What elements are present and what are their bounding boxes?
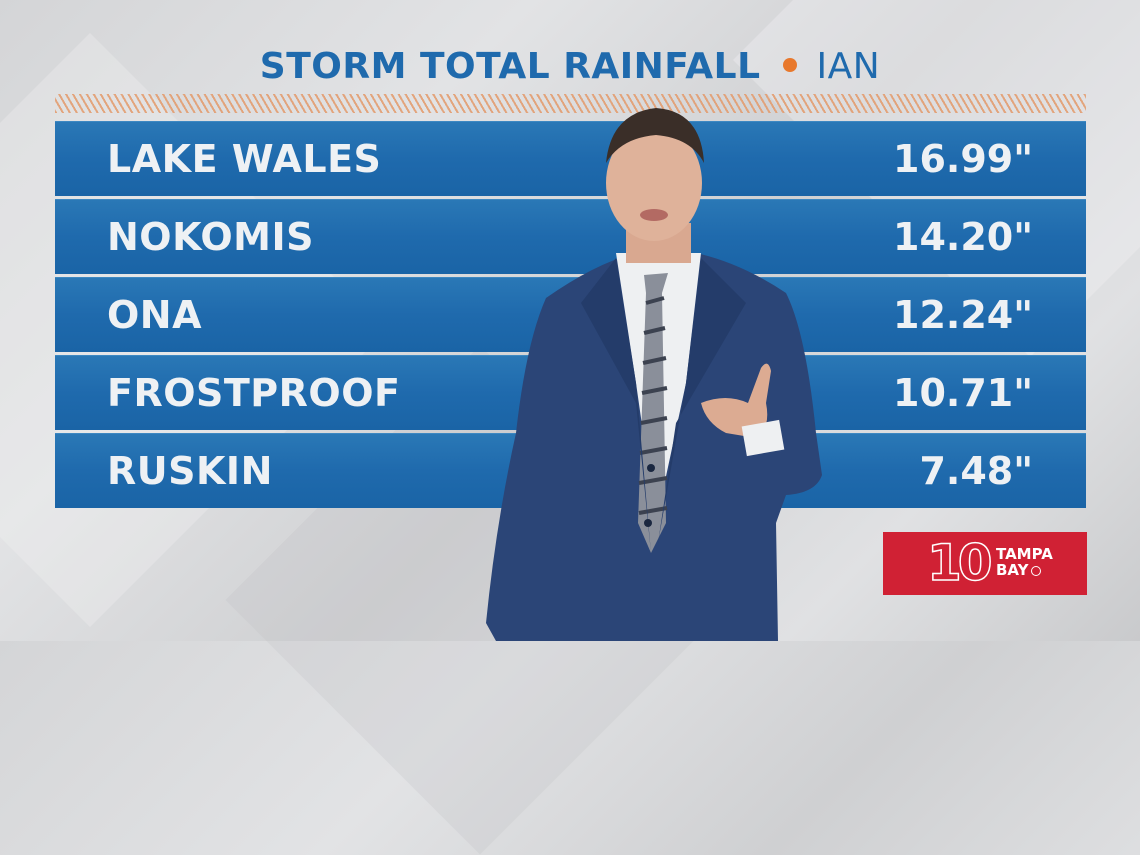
title-text: STORM TOTAL RAINFALL	[259, 46, 761, 87]
logo-text: TAMPA BAY	[996, 546, 1053, 578]
logo-line-1: TAMPA	[996, 545, 1053, 563]
storm-name: IAN	[816, 46, 881, 87]
table-row: NOKOMIS 14.20"	[55, 199, 1086, 274]
location-name: ONA	[107, 293, 203, 337]
location-name: NOKOMIS	[107, 215, 314, 259]
cbs-eye-icon	[1031, 565, 1042, 576]
rainfall-value: 12.24"	[893, 293, 1033, 337]
bullet-dot-icon	[782, 58, 797, 72]
logo-line-2: BAY	[996, 561, 1029, 579]
logo-number: 10	[926, 534, 993, 592]
presenter-figure	[486, 108, 822, 641]
location-name: FROSTPROOF	[107, 371, 401, 415]
table-row: LAKE WALES 16.99"	[55, 121, 1086, 196]
station-logo: 10 TAMPA BAY	[883, 532, 1087, 595]
hatch-divider	[55, 94, 1086, 113]
rainfall-value: 10.71"	[893, 371, 1033, 415]
location-name: RUSKIN	[107, 449, 273, 493]
location-name: LAKE WALES	[107, 137, 382, 181]
rainfall-value: 14.20"	[893, 215, 1033, 259]
graphic-title: STORM TOTAL RAINFALL IAN	[0, 46, 1140, 87]
rainfall-value: 16.99"	[893, 137, 1033, 181]
rainfall-value: 7.48"	[919, 449, 1033, 493]
